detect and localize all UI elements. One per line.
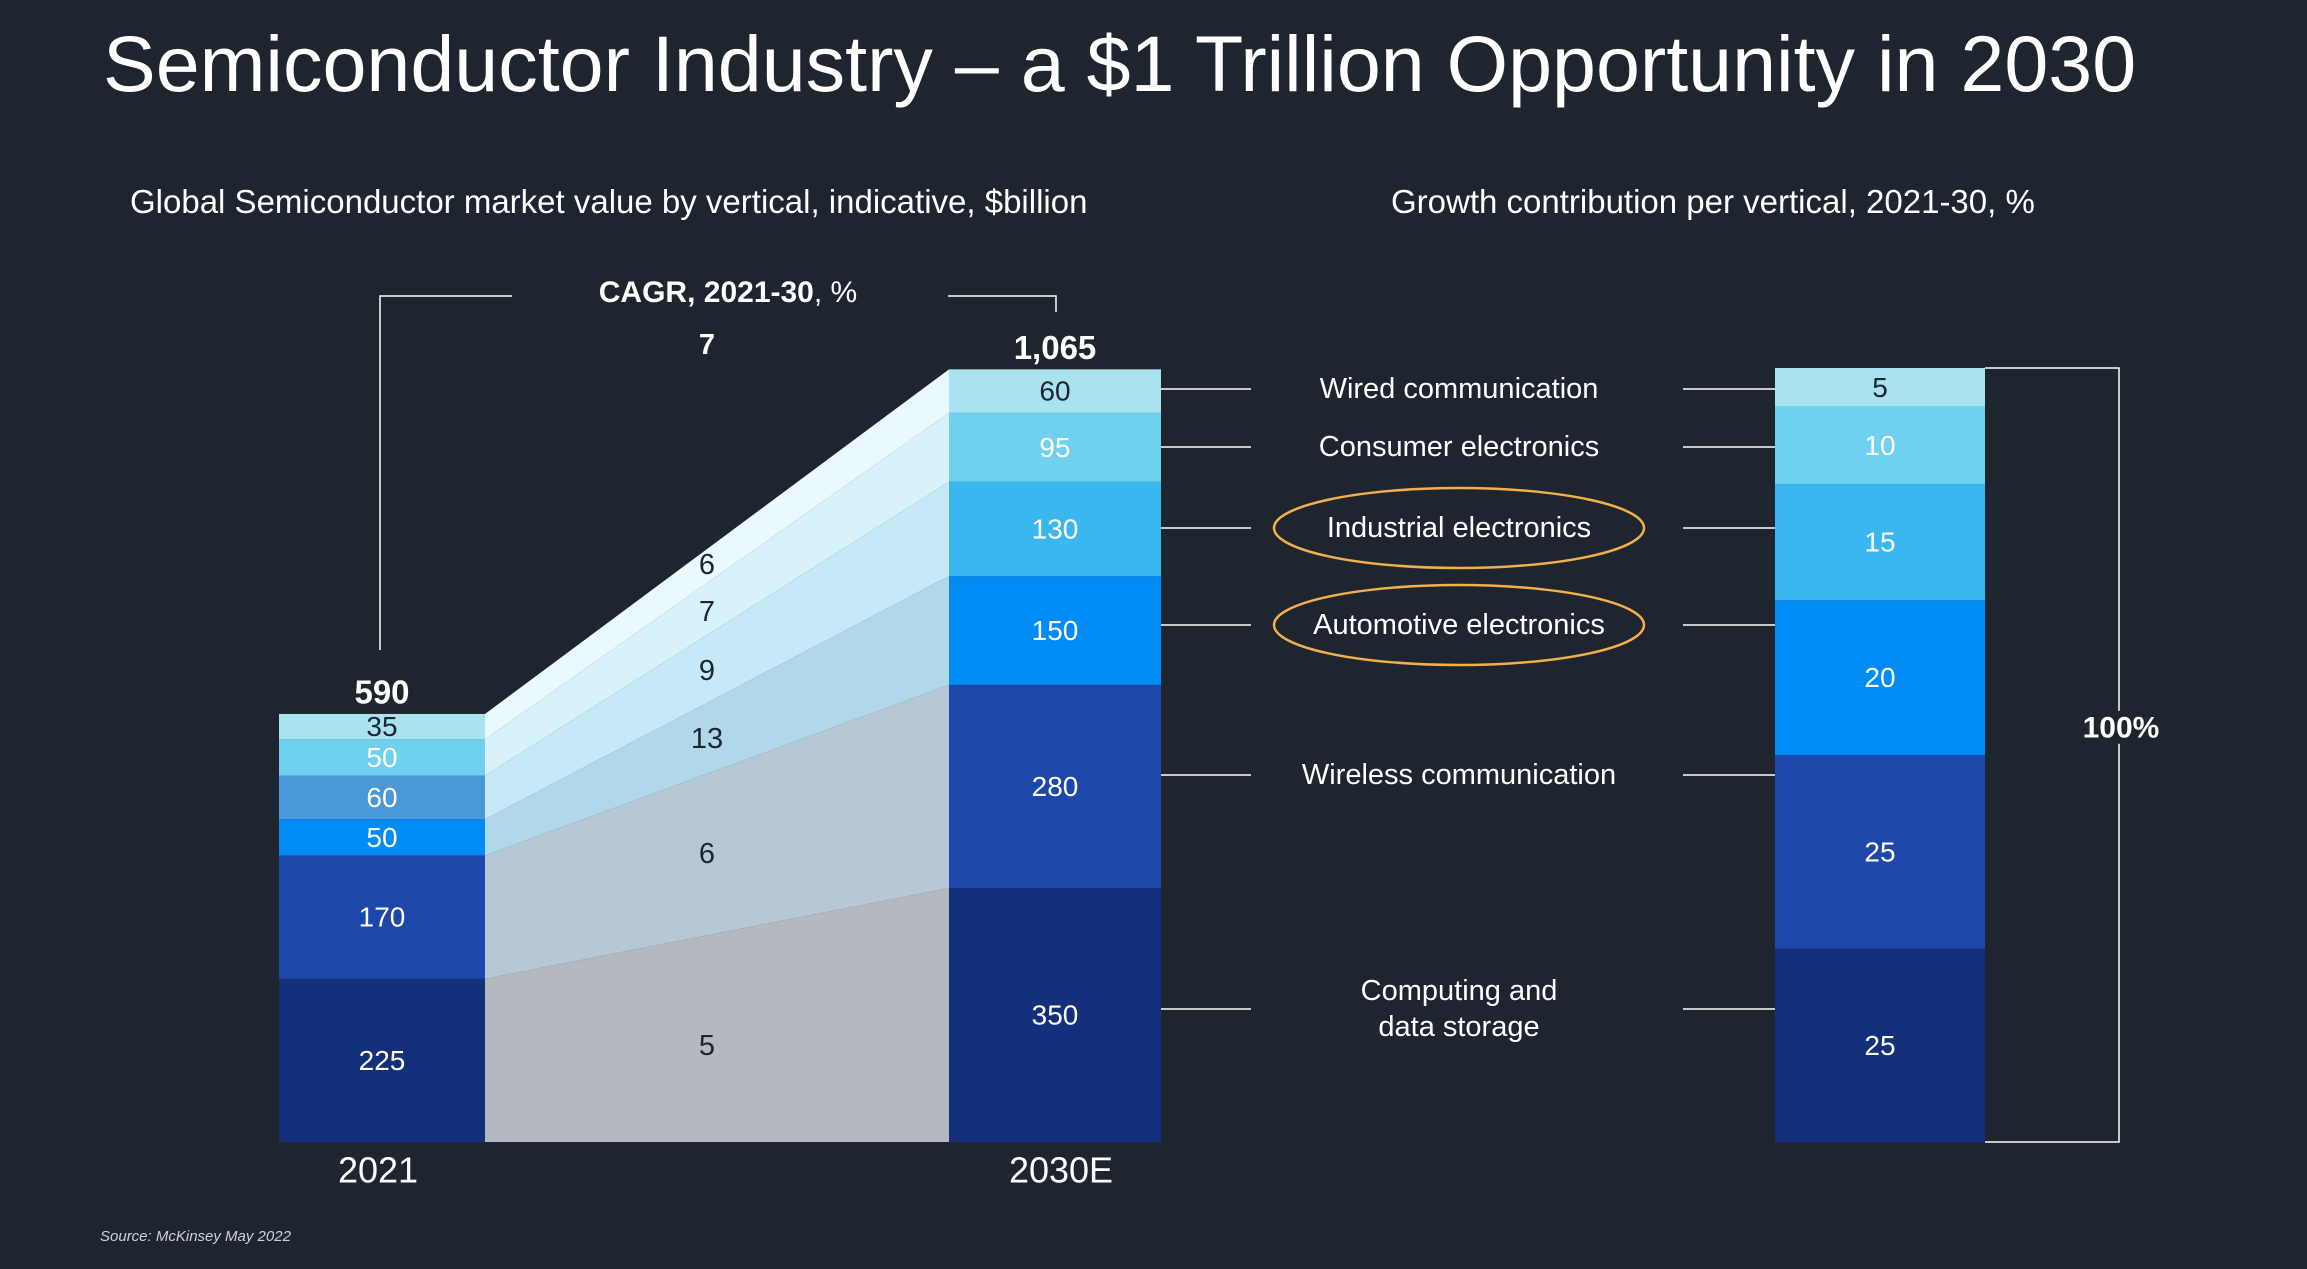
bar-2030-consumer xyxy=(949,412,1161,482)
page-title: Semiconductor Industry – a $1 Trillion O… xyxy=(103,19,2137,108)
bar-2021-industrial xyxy=(279,775,485,820)
value-2030-computing: 350 xyxy=(1032,1000,1079,1031)
value-2021-consumer: 50 xyxy=(366,742,397,773)
value-2021-wired: 35 xyxy=(366,711,397,742)
total-2021: 590 xyxy=(354,673,409,710)
bar-2030-wired xyxy=(949,369,1161,413)
vertical-label-consumer: Consumer electronics xyxy=(1319,431,1599,463)
vertical-label-computing-line-1: Computing and xyxy=(1361,975,1558,1007)
growth-bar-computing xyxy=(1775,948,1985,1142)
growth-value-wired: 5 xyxy=(1872,372,1888,403)
growth-bar-automotive xyxy=(1775,600,1985,755)
band-wireless xyxy=(485,684,949,979)
total-2030: 1,065 xyxy=(1014,329,1097,366)
band-computing xyxy=(485,888,949,1142)
growth-bar-industrial xyxy=(1775,484,1985,601)
growth-bar-wired xyxy=(1775,368,1985,407)
bar-2030-automotive xyxy=(949,576,1161,685)
connector-lines xyxy=(379,295,2120,1143)
value-2021-industrial: 60 xyxy=(366,782,397,813)
growth-value-automotive: 20 xyxy=(1864,662,1895,693)
value-2021-automotive: 50 xyxy=(366,822,397,853)
cagr-wired: 6 xyxy=(699,549,715,581)
growth-value-wireless: 25 xyxy=(1864,836,1895,867)
bar-2030-computing xyxy=(949,888,1161,1142)
cagr-label-bold: CAGR, 2021-30 xyxy=(599,276,814,309)
value-2030-wired: 60 xyxy=(1039,376,1070,407)
bar-2021-automotive xyxy=(279,819,485,856)
cagr-automotive: 13 xyxy=(691,723,723,755)
vertical-label-industrial: Industrial electronics xyxy=(1327,512,1591,544)
cagr-bracket-left xyxy=(379,295,512,650)
cagr-total: 7 xyxy=(699,329,715,361)
growth-bar-consumer xyxy=(1775,406,1985,485)
cagr-label: CAGR, 2021-30, % xyxy=(599,276,857,309)
band-consumer xyxy=(485,412,949,776)
market-value-chart-title: Global Semiconductor market value by ver… xyxy=(130,183,1088,220)
value-2030-wireless: 280 xyxy=(1032,771,1079,802)
x-label-2021: 2021 xyxy=(338,1150,418,1191)
chart-text: 2253501702805015060130509535605901,06520… xyxy=(338,276,2166,1191)
growth-value-consumer: 10 xyxy=(1864,430,1895,461)
value-2030-industrial: 130 xyxy=(1032,513,1079,544)
growth-total-bracket xyxy=(1985,367,2120,1143)
cagr-computing: 5 xyxy=(699,1030,715,1062)
growth-bar-wireless xyxy=(1775,755,1985,949)
growth-value-industrial: 15 xyxy=(1864,527,1895,558)
cagr-label-unit: , % xyxy=(814,276,857,309)
bar-2030-wireless xyxy=(949,684,1161,889)
value-2021-computing: 225 xyxy=(359,1045,406,1076)
growth-total-label: 100% xyxy=(2083,712,2160,745)
highlight-ellipse-automotive xyxy=(1272,583,1646,667)
x-label-2030: 2030E xyxy=(1009,1150,1113,1191)
bar-2021-consumer xyxy=(279,739,485,776)
value-2030-automotive: 150 xyxy=(1032,615,1079,646)
vertical-label-wireless: Wireless communication xyxy=(1302,759,1616,791)
cagr-consumer: 7 xyxy=(699,596,715,628)
source-note: Source: McKinsey May 2022 xyxy=(100,1228,291,1245)
stacked-bars xyxy=(279,368,1985,1142)
highlight-ellipse-industrial xyxy=(1272,486,1646,570)
cagr-industrial: 9 xyxy=(699,655,715,687)
growth-contribution-chart-title: Growth contribution per vertical, 2021-3… xyxy=(1391,183,2035,220)
bar-2030-industrial xyxy=(949,481,1161,577)
vertical-label-automotive: Automotive electronics xyxy=(1313,609,1605,641)
cagr-bracket-right xyxy=(948,295,1057,312)
bar-2021-wired xyxy=(279,713,485,740)
transition-bands xyxy=(485,369,949,1142)
value-2021-wireless: 170 xyxy=(359,902,406,933)
vertical-label-computing-line-2: data storage xyxy=(1378,1011,1539,1043)
band-wired xyxy=(485,369,949,740)
band-industrial xyxy=(485,481,949,820)
vertical-label-wired: Wired communication xyxy=(1320,373,1599,405)
band-automotive xyxy=(485,576,949,856)
growth-value-computing: 25 xyxy=(1864,1030,1895,1061)
bar-2021-wireless xyxy=(279,855,485,979)
bar-2021-computing xyxy=(279,978,485,1142)
cagr-wireless: 6 xyxy=(699,838,715,870)
value-2030-consumer: 95 xyxy=(1039,432,1070,463)
